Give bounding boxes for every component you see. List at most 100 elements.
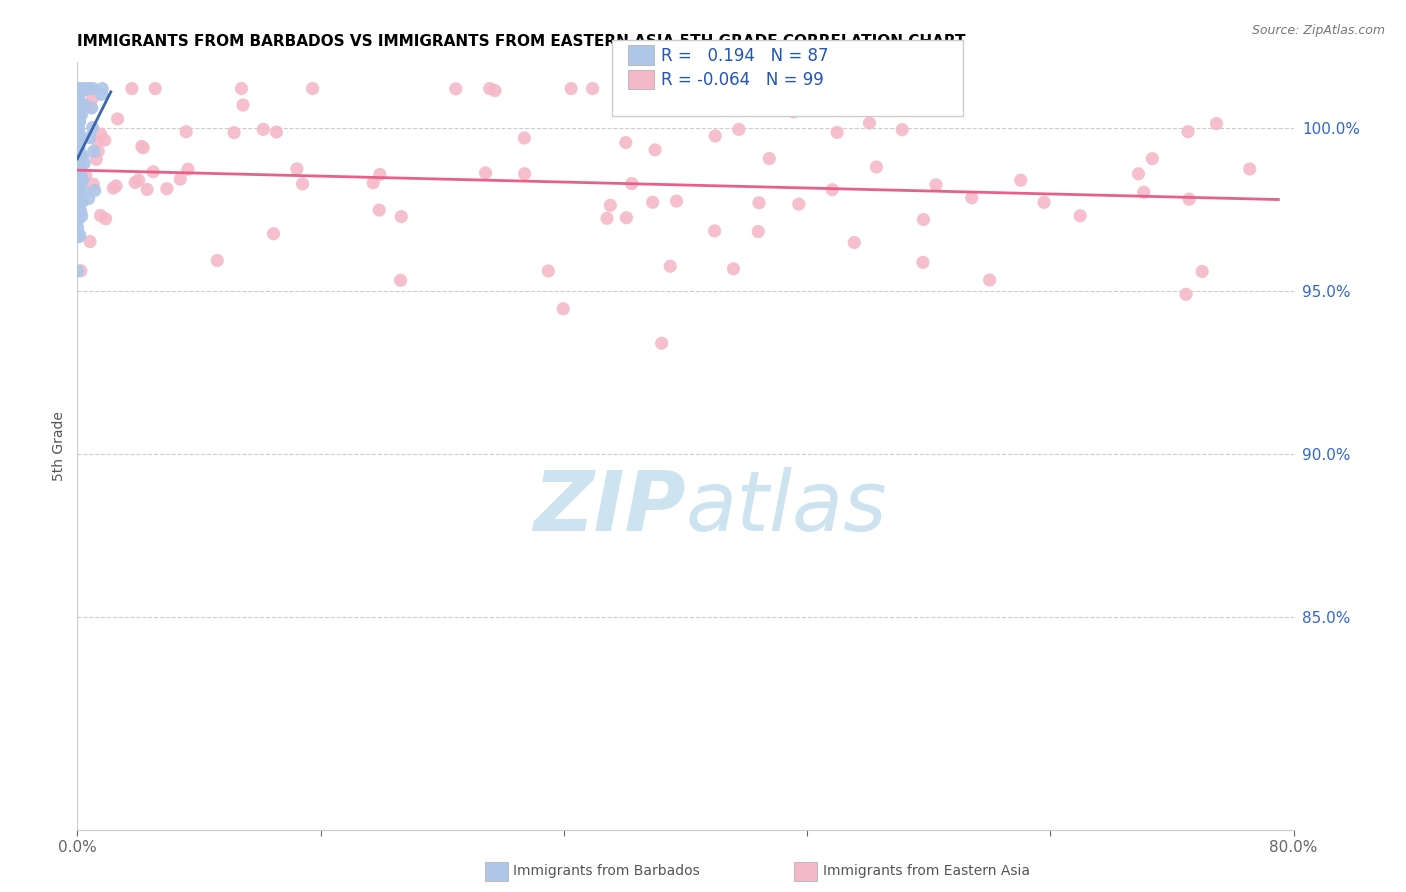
Point	[979, 273, 1001, 287]
Point	[70, 148, 93, 162]
Point	[862, 87, 884, 102]
Point	[925, 178, 948, 192]
Point	[66, 171, 89, 186]
Point	[83, 184, 105, 198]
Point	[80, 101, 103, 115]
Point	[1191, 264, 1213, 278]
Point	[69, 156, 91, 170]
Point	[291, 177, 314, 191]
Point	[66, 210, 89, 224]
Point	[67, 123, 90, 137]
Point	[132, 141, 155, 155]
Point	[67, 114, 90, 128]
Point	[644, 143, 666, 157]
Point	[107, 112, 129, 126]
Point	[651, 336, 673, 351]
Point	[66, 129, 89, 144]
Point	[782, 105, 804, 120]
Point	[537, 264, 560, 278]
Point	[70, 209, 93, 223]
Point	[67, 108, 90, 122]
Point	[659, 259, 682, 273]
Point	[66, 81, 89, 95]
Point	[124, 176, 146, 190]
Point	[66, 220, 89, 235]
Point	[787, 197, 810, 211]
Point	[67, 170, 90, 185]
Point	[67, 81, 90, 95]
Point	[66, 107, 89, 121]
Point	[513, 131, 536, 145]
Point	[121, 81, 143, 95]
Point	[66, 161, 89, 176]
Point	[86, 153, 108, 167]
Point	[69, 95, 91, 110]
Point	[70, 194, 93, 209]
Point	[1128, 167, 1150, 181]
Point	[70, 107, 93, 121]
Point	[620, 177, 643, 191]
Point	[266, 125, 288, 139]
Point	[560, 81, 582, 95]
Point	[77, 192, 100, 206]
Point	[553, 301, 575, 316]
Point	[821, 183, 844, 197]
Point	[86, 134, 108, 148]
Point	[67, 174, 90, 188]
Point	[1033, 195, 1056, 210]
Point	[75, 169, 97, 183]
Point	[69, 228, 91, 243]
Point	[66, 132, 89, 146]
Point	[891, 122, 914, 136]
Point	[73, 156, 96, 170]
Point	[94, 211, 117, 226]
Point	[67, 118, 90, 132]
Point	[1142, 152, 1164, 166]
Point	[911, 255, 934, 269]
Point	[581, 81, 603, 95]
Point	[67, 121, 90, 136]
Point	[728, 122, 751, 136]
Point	[67, 171, 90, 186]
Text: Source: ZipAtlas.com: Source: ZipAtlas.com	[1251, 24, 1385, 37]
Point	[865, 160, 887, 174]
Point	[70, 150, 93, 164]
Point	[169, 172, 191, 186]
Point	[82, 120, 104, 135]
Point	[67, 91, 90, 105]
Point	[67, 127, 90, 141]
Point	[703, 224, 725, 238]
Point	[69, 161, 91, 176]
Point	[90, 87, 112, 102]
Point	[67, 156, 90, 170]
Point	[1205, 117, 1227, 131]
Point	[1177, 125, 1199, 139]
Point	[73, 98, 96, 112]
Point	[82, 178, 104, 192]
Point	[599, 198, 621, 212]
Point	[912, 212, 935, 227]
Point	[960, 191, 983, 205]
Point	[69, 114, 91, 128]
Text: Immigrants from Eastern Asia: Immigrants from Eastern Asia	[823, 864, 1029, 879]
Point	[67, 144, 90, 158]
Point	[69, 132, 91, 146]
Point	[67, 99, 90, 113]
Point	[67, 184, 90, 198]
Point	[67, 81, 90, 95]
Point	[67, 132, 90, 146]
Point	[1175, 287, 1198, 301]
Point	[301, 81, 323, 95]
Point	[67, 197, 90, 211]
Point	[79, 235, 101, 249]
Point	[69, 169, 91, 183]
Point	[67, 127, 90, 141]
Point	[596, 211, 619, 226]
Point	[72, 149, 94, 163]
Point	[131, 139, 153, 153]
Point	[231, 81, 253, 95]
Point	[67, 81, 90, 95]
Point	[82, 91, 104, 105]
Point	[484, 84, 506, 98]
Point	[70, 264, 93, 278]
